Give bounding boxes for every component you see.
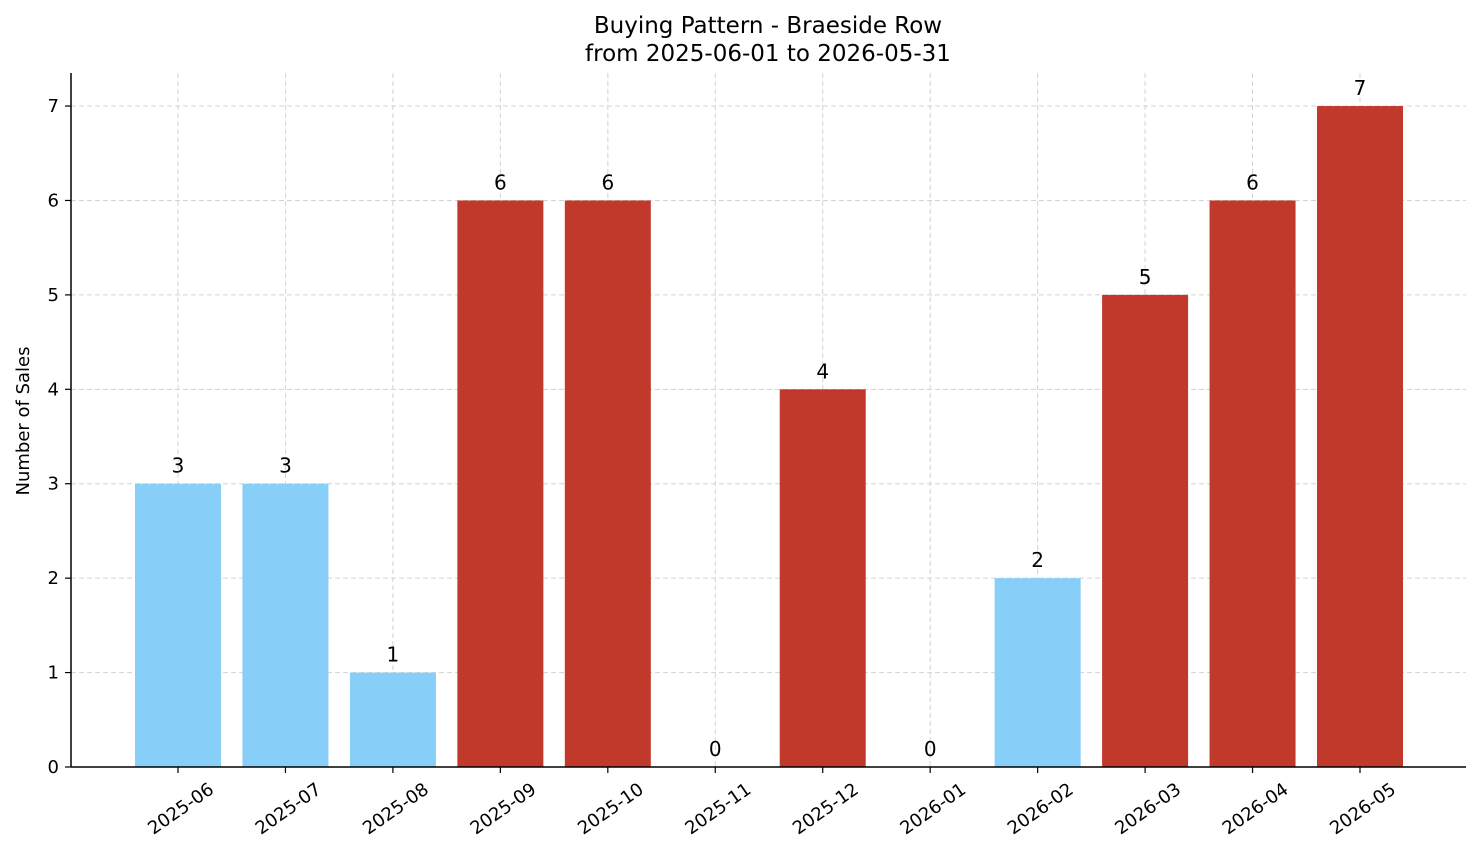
- bar: [1102, 294, 1189, 767]
- x-tick-label: 2025-10: [574, 779, 648, 839]
- bar: [457, 200, 544, 768]
- data-label: 0: [709, 737, 722, 761]
- data-label: 3: [279, 454, 292, 478]
- data-label: 6: [1246, 170, 1259, 194]
- data-label: 6: [601, 170, 614, 194]
- x-tick-label: 2026-01: [896, 779, 970, 839]
- y-tick-label: 7: [48, 96, 59, 117]
- x-tick-label: 2025-06: [144, 779, 218, 839]
- data-label: 7: [1354, 76, 1367, 100]
- data-label: 5: [1139, 265, 1152, 289]
- y-tick-label: 3: [48, 474, 59, 495]
- y-tick-label: 6: [48, 190, 59, 211]
- y-tick-label: 1: [48, 663, 59, 684]
- chart-title: Buying Pattern - Braeside Row: [594, 13, 942, 39]
- data-label: 0: [924, 737, 937, 761]
- bars-layer: [135, 106, 1403, 768]
- data-label: 4: [816, 359, 829, 383]
- chart-subtitle: from 2025-06-01 to 2026-05-31: [585, 41, 951, 67]
- x-tick-label: 2026-04: [1219, 779, 1293, 839]
- bar: [994, 578, 1081, 767]
- data-labels-layer: 3 3 1 6 6 0 4 0 2 5 6 7: [172, 76, 1367, 761]
- x-tick-label: 2025-11: [681, 779, 755, 839]
- bar: [1209, 200, 1296, 768]
- x-tick-label: 2025-12: [789, 779, 863, 839]
- data-label: 6: [494, 170, 507, 194]
- data-label: 2: [1031, 548, 1044, 572]
- y-tick-label: 4: [48, 379, 59, 400]
- y-axis-label: Number of Sales: [13, 346, 34, 495]
- bar: [135, 483, 221, 767]
- x-tick-label: 2025-09: [467, 779, 541, 839]
- x-tick-label: 2026-03: [1111, 779, 1185, 839]
- bar: [242, 483, 329, 767]
- data-label: 3: [172, 454, 185, 478]
- x-tick-label: 2025-08: [359, 779, 433, 839]
- bar: [564, 200, 651, 768]
- y-tick-label: 5: [48, 285, 59, 306]
- bar: [1317, 106, 1403, 768]
- bar: [349, 672, 436, 767]
- data-label: 1: [387, 643, 400, 667]
- x-tick-label: 2026-02: [1004, 779, 1078, 839]
- y-tick-label: 0: [48, 757, 59, 778]
- bar: [779, 389, 866, 767]
- y-tick-label: 2: [48, 568, 59, 589]
- x-tick-label: 2026-05: [1326, 779, 1400, 839]
- x-tick-label: 2025-07: [252, 779, 326, 839]
